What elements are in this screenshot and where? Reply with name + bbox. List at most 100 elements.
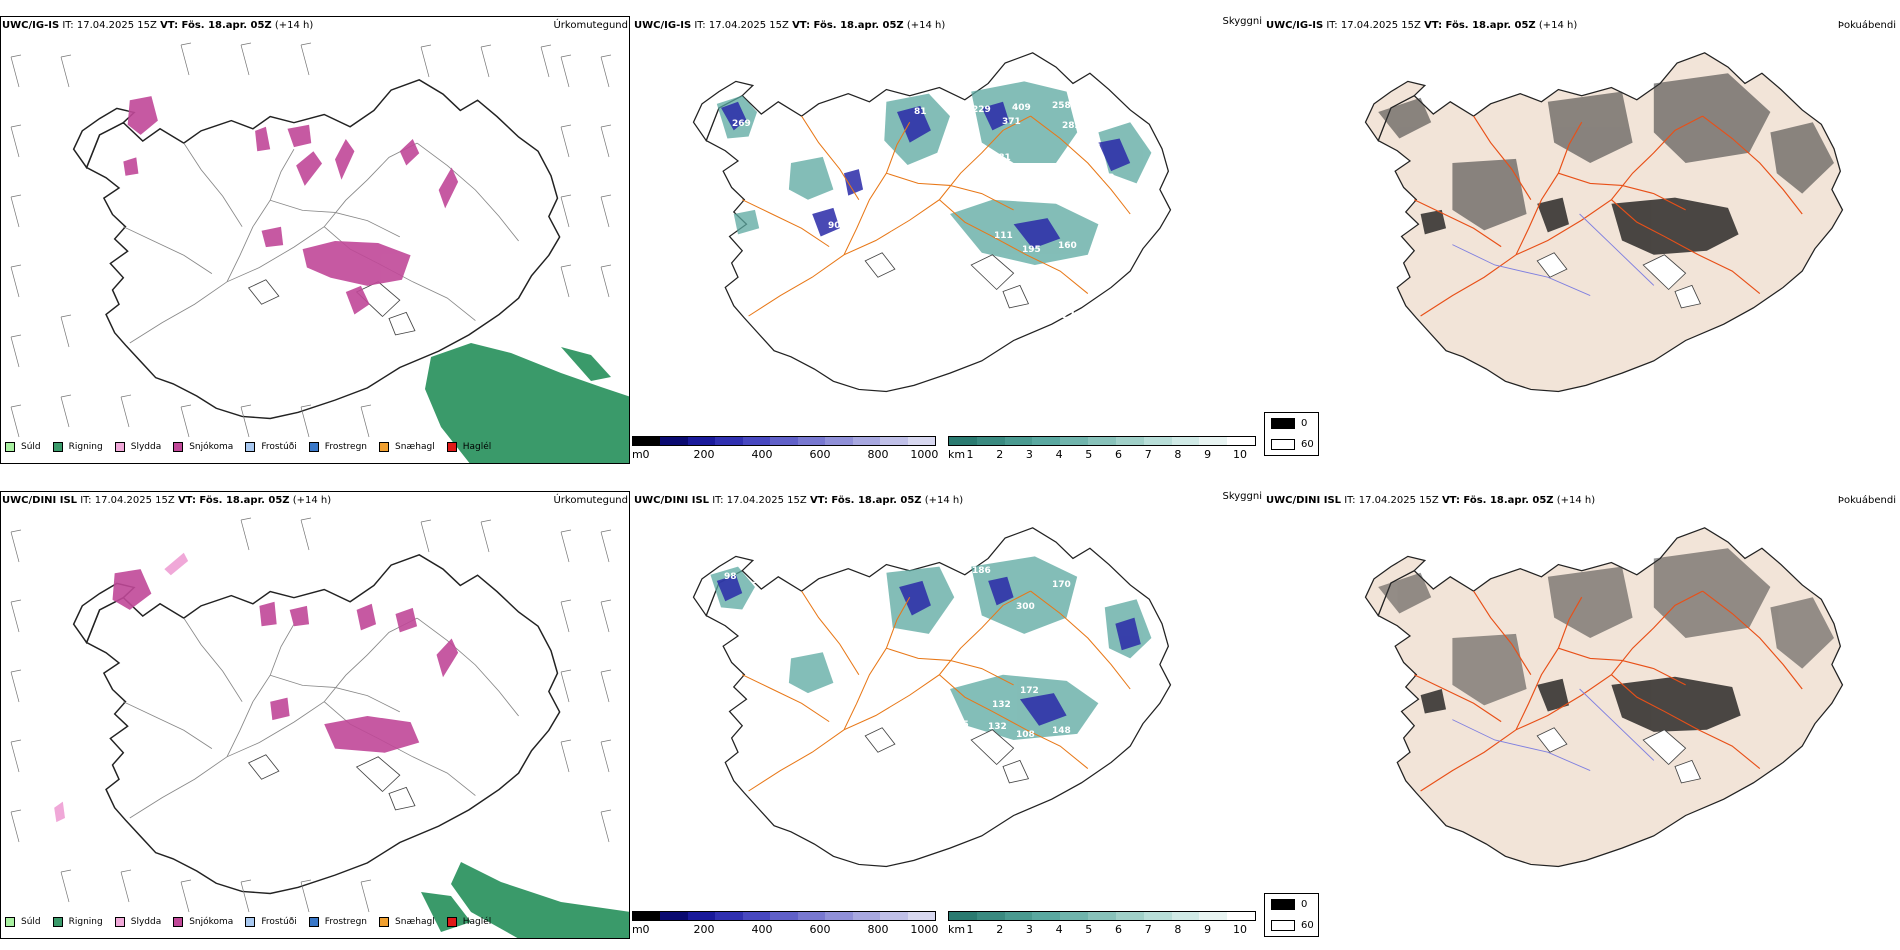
depth-label: 53 <box>864 213 877 223</box>
vis-tick: 1 <box>966 923 974 936</box>
vis-tick: 6 <box>1115 448 1122 461</box>
depth-tick: 600 <box>809 923 831 936</box>
precip-map-frame: Súld Rigning Slydda Snjókoma Frostúði Fr… <box>0 491 630 939</box>
fog-legend: 0 60 <box>1264 412 1319 456</box>
depth-label: 108 <box>1016 730 1035 740</box>
model-name: UWC/IG-IS <box>1266 20 1324 31</box>
depth-label: 229 <box>972 105 991 115</box>
fog-header: UWC/IG-IS IT: 17.04.2025 15Z VT: Fös. 18… <box>1266 20 1577 31</box>
depth-label: 90 <box>828 221 841 231</box>
snow-depth-panel: 98 99 186 170 300 132 172 148 125 108 13… <box>632 475 1264 950</box>
fog-legend-swatch-light <box>1271 439 1295 450</box>
model-name: UWC/IG-IS <box>634 20 692 31</box>
depth-label: 170 <box>1052 580 1071 590</box>
depth-label: 196 <box>882 203 901 213</box>
snow-header: UWC/IG-IS IT: 17.04.2025 15Z VT: Fös. 18… <box>634 20 945 31</box>
vis-tick: 5 <box>1085 448 1093 461</box>
depth-label: 348 <box>828 712 847 722</box>
lead-time: (+14 h) <box>292 495 332 506</box>
depth-label: 409 <box>1012 103 1031 113</box>
precip-map <box>10 42 629 463</box>
legend-label: Rigning <box>68 917 103 927</box>
visibility-label: Skyggni <box>1222 491 1262 502</box>
depth-label: 132 <box>988 722 1007 732</box>
legend-swatch <box>5 917 15 927</box>
legend-swatch <box>52 917 63 927</box>
fog-legend-min: 60 <box>1301 439 1314 450</box>
depth-label: 81 <box>914 107 927 117</box>
vis-tick: 2 <box>996 923 1004 936</box>
vis-tick: 9 <box>1204 448 1212 461</box>
vis-tick: 1 <box>966 448 974 461</box>
precip-type-panel: Súld Rigning Slydda Snjókoma Frostúði Fr… <box>0 475 632 950</box>
vis-tick: 3 <box>1025 923 1033 936</box>
depth-tick: 800 <box>867 448 889 461</box>
depth-label: 99 <box>752 576 765 586</box>
legend-item: Súld <box>5 917 41 927</box>
depth-colorbar-bar <box>632 911 936 921</box>
precip-type-label: Úrkomutegund <box>553 20 628 31</box>
depth-tick: 800 <box>867 923 889 936</box>
legend-label: Snæhagl <box>395 442 435 452</box>
fog-index-panel: UWC/IG-IS IT: 17.04.2025 15Z VT: Fös. 18… <box>1264 0 1900 475</box>
vis-tick: 10 <box>1233 923 1247 936</box>
depth-tick: 1000 <box>910 923 939 936</box>
valid-time: VT: Fös. 18.apr. 05Z <box>1424 20 1536 31</box>
init-time: IT: 17.04.2025 15Z <box>1344 495 1439 506</box>
fog-legend-swatch-dark <box>1271 418 1295 429</box>
precip-type-label: Úrkomutegund <box>553 495 628 506</box>
legend-item: Rigning <box>52 442 103 452</box>
depth-label: 371 <box>1002 117 1021 127</box>
depth-tick: 400 <box>751 448 773 461</box>
depth-tick: 0 <box>642 923 650 936</box>
vis-tick: 2 <box>996 448 1004 461</box>
vis-tick: 4 <box>1055 448 1063 461</box>
visibility-colorbar: km 1 2 3 4 5 6 7 8 9 10 <box>948 432 1260 468</box>
depth-label: 165 <box>950 720 969 730</box>
legend-item: Snæhagl <box>379 917 435 927</box>
init-time: IT: 17.04.2025 15Z <box>62 20 157 31</box>
vis-tick: 10 <box>1233 448 1247 461</box>
fog-legend: 0 60 <box>1264 893 1319 937</box>
fog-index-panel: UWC/DINI ISL IT: 17.04.2025 15Z VT: Fös.… <box>1264 475 1900 950</box>
depth-label: 128 <box>936 233 955 243</box>
depth-tick: 400 <box>751 923 773 936</box>
depth-label: 98 <box>724 572 737 582</box>
visibility-unit: km <box>948 923 966 936</box>
visibility-colorbar-bar <box>948 436 1256 446</box>
legend-item: Haglél <box>446 917 492 927</box>
depth-tick: 1000 <box>910 448 939 461</box>
legend-label: Súld <box>21 917 41 927</box>
depth-colorbar-bar <box>632 436 936 446</box>
legend-item: Frostregn <box>308 442 368 452</box>
legend-label: Frostúði <box>261 917 297 927</box>
snow-depth-panel: 269 81 229 409 258 196 68 371 581 282 12… <box>632 0 1264 475</box>
depth-tick: 200 <box>693 448 715 461</box>
fog-legend-swatch-light <box>1271 920 1295 931</box>
depth-label: 269 <box>732 119 751 129</box>
legend-label: Frostregn <box>324 442 368 452</box>
vis-tick: 4 <box>1055 923 1063 936</box>
visibility-unit: km <box>948 448 966 461</box>
legend-item: Snjókoma <box>173 442 233 452</box>
legend-label: Haglél <box>462 917 492 927</box>
depth-label: 148 <box>1052 726 1071 736</box>
legend-label: Snæhagl <box>395 917 435 927</box>
depth-colorbar: m 0 200 400 600 800 1000 <box>632 432 942 468</box>
model-name: UWC/IG-IS <box>2 20 60 31</box>
depth-label: 68 <box>928 173 941 183</box>
depth-unit: m <box>632 448 643 461</box>
legend-swatch <box>114 917 125 927</box>
legend-item: Snjókoma <box>173 917 233 927</box>
fog-legend-max: 0 <box>1301 899 1308 910</box>
fog-index-label: Þokuábendi <box>1837 495 1896 506</box>
snow-map: 269 81 229 409 258 196 68 371 581 282 12… <box>692 52 1172 393</box>
vis-tick: 8 <box>1174 448 1182 461</box>
init-time: IT: 17.04.2025 15Z <box>694 20 789 31</box>
valid-time: VT: Fös. 18.apr. 05Z <box>1441 495 1554 506</box>
legend-label: Slydda <box>130 917 162 927</box>
precip-header: UWC/DINI ISL IT: 17.04.2025 15Z VT: Fös.… <box>2 495 331 506</box>
legend-item: Haglél <box>446 442 491 452</box>
visibility-colorbar: km 1 2 3 4 5 6 7 8 9 10 <box>948 907 1260 943</box>
valid-time: VT: Fös. 18.apr. 05Z <box>809 495 922 506</box>
